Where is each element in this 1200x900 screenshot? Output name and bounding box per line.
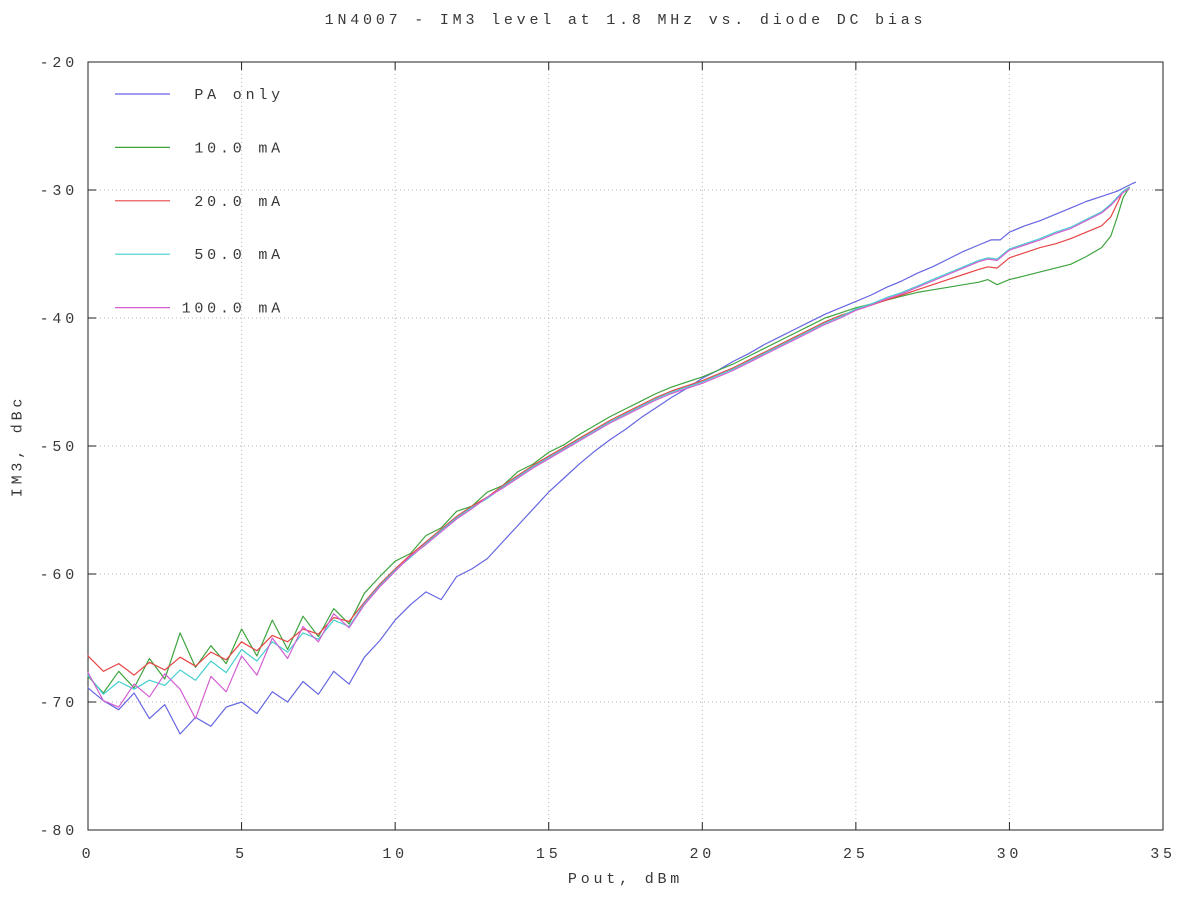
legend-label-20-0-ma: 20.0 mA: [194, 194, 284, 211]
x-axis-label: Pout, dBm: [567, 871, 684, 888]
legend-label-pa-only: PA only: [194, 87, 284, 104]
series-line-10-0-ma: [87, 186, 1130, 694]
y-tick-label: -50: [40, 439, 78, 456]
x-tick-label: 5: [235, 846, 248, 863]
plot-border: [87, 61, 1164, 831]
y-tick-label: -30: [40, 183, 78, 200]
chart-title: 1N4007 - IM3 level at 1.8 MHz vs. diode …: [324, 12, 927, 29]
series-line-100-0-ma: [87, 188, 1130, 720]
x-tick-label: 35: [1150, 846, 1176, 863]
y-tick-label: -70: [40, 695, 78, 712]
y-tick-label: -60: [40, 567, 78, 584]
y-tick-label: -20: [40, 55, 78, 72]
x-tick-label: 10: [382, 846, 408, 863]
x-tick-label: 0: [82, 846, 95, 863]
y-tick-label: -80: [40, 823, 78, 840]
legend-label-10-0-ma: 10.0 mA: [194, 140, 284, 157]
x-tick-label: 20: [689, 846, 715, 863]
x-tick-label: 30: [997, 846, 1023, 863]
legend-label-100-0-ma: 100.0 mA: [182, 301, 284, 318]
legend-label-50-0-ma: 50.0 mA: [194, 247, 284, 264]
series-line-pa-only: [87, 181, 1137, 735]
y-tick-label: -40: [40, 311, 78, 328]
x-tick-label: 25: [843, 846, 869, 863]
x-tick-label: 15: [536, 846, 562, 863]
series-line-20-0-ma: [87, 186, 1130, 676]
